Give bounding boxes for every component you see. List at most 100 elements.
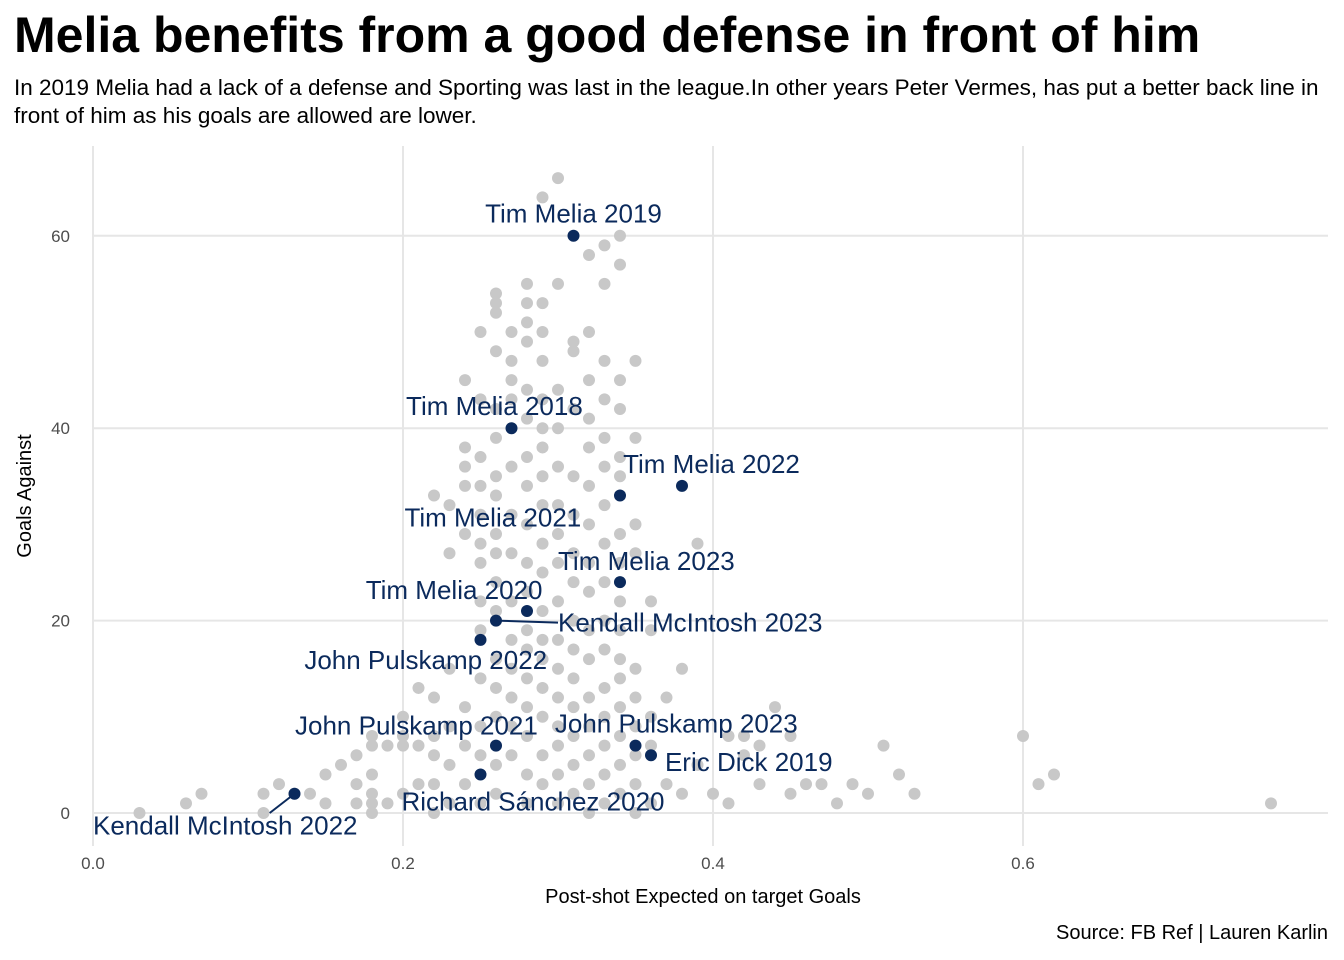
background-point — [350, 778, 363, 791]
grid-lines — [92, 146, 1328, 846]
y-tick-label: 0 — [61, 804, 70, 823]
background-point — [366, 807, 378, 819]
background-point — [381, 797, 394, 810]
background-point — [567, 672, 580, 685]
background-point — [490, 528, 502, 541]
background-point — [428, 691, 440, 704]
background-point — [521, 556, 533, 569]
background-point — [629, 807, 642, 819]
background-point — [490, 306, 502, 319]
x-tick-label: 0.4 — [701, 854, 725, 873]
background-point — [536, 710, 549, 723]
background-point — [552, 383, 564, 396]
background-point — [614, 624, 626, 637]
highlight-point — [676, 479, 688, 492]
background-point — [583, 479, 595, 492]
background-point — [784, 787, 797, 800]
background-point — [474, 537, 487, 550]
highlight-label: Tim Melia 2023 — [558, 546, 735, 576]
background-point — [381, 739, 394, 752]
background-point — [443, 662, 456, 675]
background-point — [552, 595, 564, 608]
background-point — [629, 691, 642, 704]
background-point — [598, 239, 611, 252]
highlight-label: Tim Melia 2021 — [404, 503, 581, 533]
background-point — [366, 797, 378, 810]
y-tick-label: 40 — [51, 419, 70, 438]
background-point — [536, 441, 549, 454]
background-point — [521, 701, 533, 714]
background-point — [397, 710, 409, 723]
background-point — [443, 758, 456, 771]
highlight-label: Tim Melia 2020 — [366, 575, 543, 605]
background-point — [273, 778, 285, 791]
background-point — [536, 633, 549, 646]
background-point — [614, 701, 626, 714]
background-point — [366, 739, 378, 752]
background-point — [490, 297, 502, 310]
background-point — [521, 412, 533, 425]
background-point — [505, 691, 518, 704]
background-point — [505, 460, 518, 473]
background-point — [552, 460, 564, 473]
background-point — [490, 431, 502, 444]
highlight-label: John Pulskamp 2022 — [304, 645, 547, 675]
background-point — [629, 547, 642, 560]
background-point — [614, 528, 626, 541]
background-point — [474, 797, 487, 810]
background-point — [552, 422, 564, 435]
background-point — [567, 335, 580, 348]
background-point — [598, 681, 611, 694]
background-point — [474, 508, 487, 521]
background-point — [397, 739, 409, 752]
background-point — [180, 797, 192, 810]
background-point — [567, 508, 580, 521]
background-point — [583, 720, 595, 733]
x-axis-title: Post-shot Expected on target Goals — [545, 886, 861, 908]
background-point — [428, 749, 440, 762]
background-point — [738, 749, 750, 762]
background-point — [1265, 797, 1277, 810]
background-point — [521, 672, 533, 685]
background-point — [505, 547, 518, 560]
background-point — [598, 643, 611, 656]
background-point — [583, 412, 595, 425]
background-point — [598, 277, 611, 290]
background-point — [521, 585, 533, 598]
background-point — [676, 662, 688, 675]
background-point — [474, 720, 487, 733]
background-point — [722, 730, 735, 743]
chart-title: Melia benefits from a good defense in fr… — [14, 7, 1201, 63]
background-point — [443, 720, 456, 733]
highlight-point — [614, 576, 626, 589]
background-point — [505, 720, 518, 733]
background-point — [614, 402, 626, 415]
background-point — [490, 345, 502, 358]
background-point — [397, 787, 409, 800]
background-point — [753, 739, 766, 752]
background-point — [490, 547, 502, 560]
background-point — [536, 297, 549, 310]
background-point — [567, 758, 580, 771]
background-point — [459, 778, 471, 791]
background-point — [831, 797, 843, 810]
background-point — [443, 547, 456, 560]
background-point — [583, 326, 595, 338]
background-point — [598, 460, 611, 473]
background-point — [567, 576, 580, 589]
background-point — [490, 576, 502, 589]
highlight-label: John Pulskamp 2021 — [295, 710, 538, 740]
background-point — [505, 633, 518, 646]
background-point — [753, 778, 766, 791]
background-point — [614, 787, 626, 800]
background-point — [536, 653, 549, 666]
background-point — [521, 643, 533, 656]
highlight-labels: Tim Melia 2019 Tim Melia 2018 Tim Melia 20… — [93, 199, 833, 841]
background-point — [552, 172, 564, 185]
background-point — [490, 787, 502, 800]
background-point — [614, 595, 626, 608]
background-point — [645, 710, 657, 723]
background-point — [474, 624, 487, 637]
background-point — [567, 547, 580, 560]
background-point — [505, 508, 518, 521]
